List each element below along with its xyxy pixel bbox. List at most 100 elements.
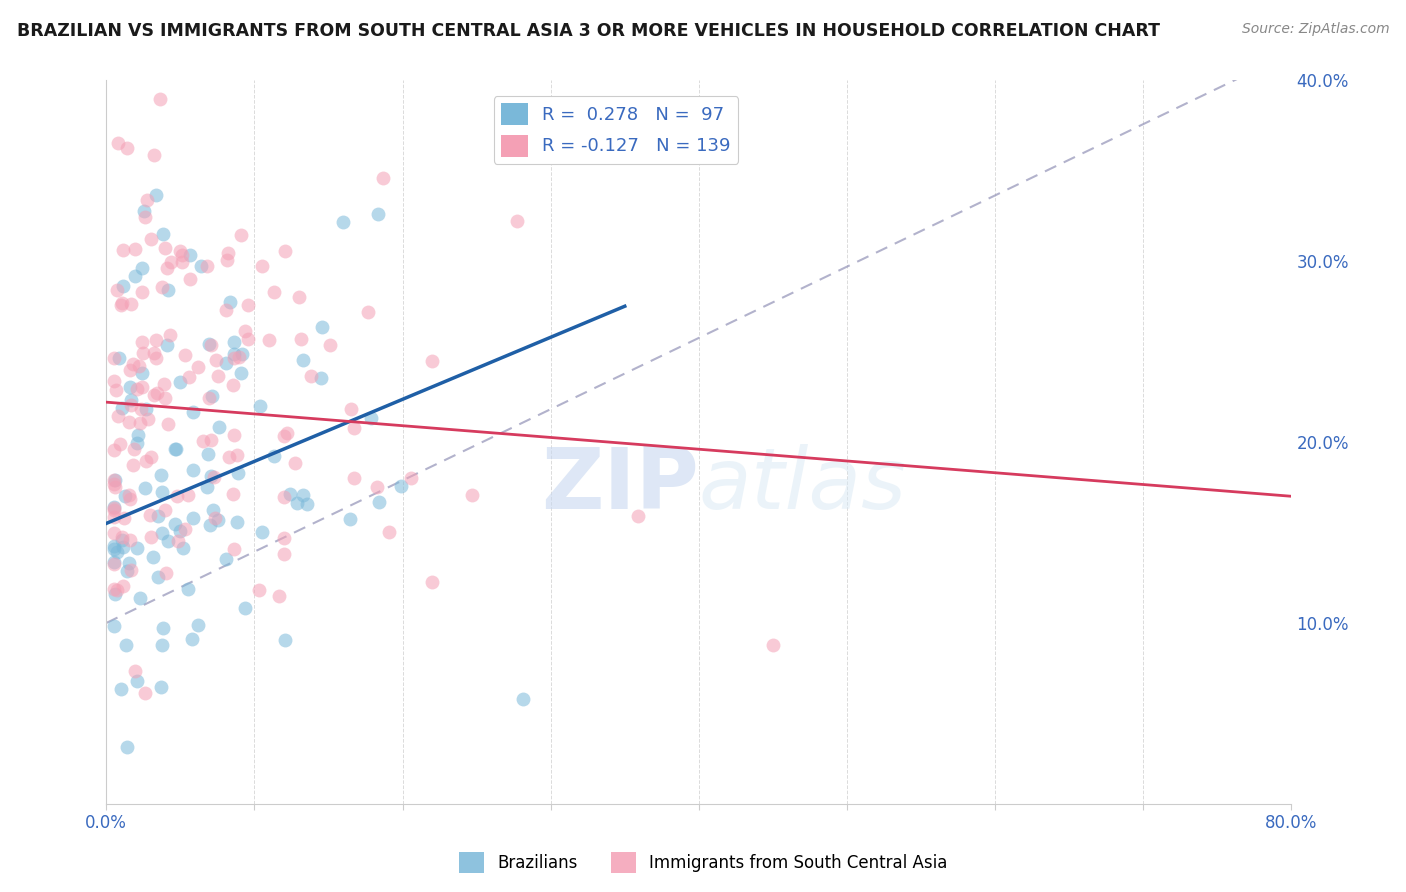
Point (103, 541, 125, 556)
Point (339, 512, 361, 526)
Point (228, 350, 250, 364)
Point (238, 298, 260, 312)
Point (118, 556, 141, 570)
Point (263, 285, 285, 300)
Point (131, 380, 153, 394)
Point (134, 210, 156, 224)
Point (197, 447, 219, 461)
Point (120, 296, 142, 310)
Point (215, 253, 238, 268)
Point (128, 416, 150, 430)
Point (122, 357, 145, 371)
Point (219, 295, 242, 310)
Point (105, 582, 128, 597)
Point (122, 458, 145, 472)
Point (135, 193, 157, 207)
Point (129, 401, 152, 416)
Point (110, 437, 132, 451)
Point (218, 450, 240, 465)
Point (134, 686, 156, 700)
Point (233, 601, 256, 615)
Point (233, 324, 256, 338)
Point (200, 469, 222, 483)
Text: BRAZILIAN VS IMMIGRANTS FROM SOUTH CENTRAL ASIA 3 OR MORE VEHICLES IN HOUSEHOLD : BRAZILIAN VS IMMIGRANTS FROM SOUTH CENTR… (17, 22, 1160, 40)
Point (201, 503, 224, 517)
Point (366, 480, 388, 494)
Point (120, 563, 142, 577)
Point (292, 353, 315, 368)
Point (179, 369, 201, 384)
Point (142, 346, 165, 360)
Point (222, 377, 245, 392)
Point (103, 473, 125, 487)
Point (290, 332, 312, 346)
Point (105, 384, 128, 398)
Point (142, 388, 165, 402)
Point (195, 259, 218, 273)
Point (318, 338, 340, 352)
Point (152, 638, 174, 652)
Point (150, 280, 173, 294)
Point (274, 632, 297, 647)
Point (179, 272, 201, 286)
Point (146, 385, 169, 400)
Point (172, 248, 194, 262)
Point (105, 283, 128, 297)
Point (156, 283, 179, 297)
Point (150, 526, 173, 541)
Point (103, 477, 125, 491)
Point (136, 412, 159, 426)
Point (273, 531, 295, 545)
Point (247, 583, 270, 598)
Text: Source: ZipAtlas.com: Source: ZipAtlas.com (1241, 22, 1389, 37)
Point (132, 346, 155, 360)
Point (226, 449, 249, 463)
Point (139, 508, 162, 522)
Point (200, 434, 222, 448)
Point (762, 638, 785, 652)
Point (231, 366, 253, 380)
Point (134, 482, 156, 496)
Point (461, 488, 484, 502)
Point (108, 351, 131, 365)
Point (127, 427, 149, 442)
Point (273, 429, 295, 443)
Point (103, 502, 125, 516)
Point (149, 92, 172, 106)
Point (103, 539, 125, 553)
Point (111, 533, 134, 548)
Point (155, 566, 177, 580)
Point (201, 389, 224, 403)
Point (127, 382, 149, 396)
Point (202, 470, 225, 484)
Point (309, 371, 332, 385)
Point (172, 541, 194, 556)
Point (198, 391, 221, 405)
Point (115, 638, 138, 652)
Point (627, 509, 650, 524)
Point (222, 427, 245, 442)
Point (103, 555, 125, 569)
Point (103, 442, 125, 457)
Point (118, 533, 141, 548)
Point (127, 674, 149, 689)
Point (343, 421, 366, 435)
Point (118, 380, 141, 394)
Point (139, 232, 162, 246)
Point (177, 488, 200, 502)
Point (131, 335, 153, 350)
Point (124, 242, 146, 256)
Point (250, 260, 273, 274)
Point (273, 548, 295, 562)
Point (141, 530, 163, 544)
Point (389, 479, 412, 493)
Point (208, 420, 231, 434)
Point (200, 338, 222, 352)
Point (155, 241, 177, 255)
Point (505, 214, 527, 228)
Point (250, 524, 273, 539)
Point (274, 244, 297, 258)
Point (399, 470, 422, 484)
Point (120, 398, 142, 412)
Point (288, 290, 311, 304)
